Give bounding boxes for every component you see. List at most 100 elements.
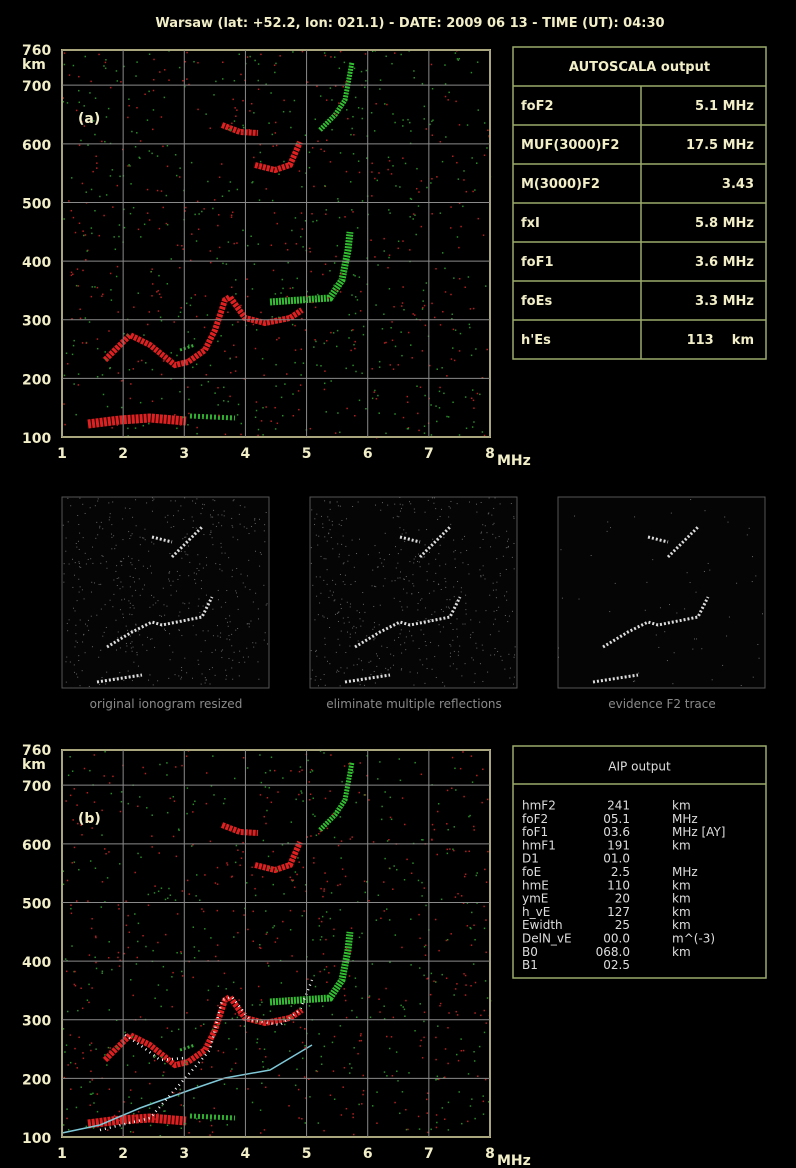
noise-dot [397, 577, 399, 579]
noise-dot [111, 524, 113, 526]
noise-dot [91, 286, 94, 288]
noise-dot [301, 50, 304, 53]
y-tick-label: 760 [22, 43, 51, 59]
noise-dot [327, 297, 330, 299]
noise-dot [407, 427, 410, 429]
noise-dot [337, 844, 340, 847]
noise-dot [514, 654, 516, 656]
noise-dot [172, 580, 174, 582]
noise-dot [356, 299, 359, 301]
noise-dot [442, 610, 444, 612]
noise-dot [668, 604, 670, 606]
noise-dot [590, 554, 592, 556]
noise-dot [132, 604, 134, 606]
noise-dot [104, 750, 106, 753]
noise-dot [441, 367, 443, 369]
noise-dot [111, 548, 113, 550]
noise-dot [153, 498, 155, 500]
noise-dot [339, 431, 341, 434]
noise-dot [381, 805, 383, 808]
noise-dot [690, 499, 692, 501]
noise-dot [346, 667, 348, 669]
noise-dot [82, 230, 84, 232]
noise-dot [458, 278, 461, 280]
noise-dot [105, 626, 107, 628]
noise-dot [473, 825, 475, 828]
noise-dot [158, 852, 160, 854]
noise-dot [400, 669, 402, 671]
noise-dot [180, 952, 183, 955]
noise-dot [226, 1124, 229, 1126]
noise-dot [259, 943, 261, 946]
noise-dot [178, 615, 180, 617]
noise-dot [92, 562, 94, 564]
noise-dot [113, 236, 115, 238]
noise-dot [142, 537, 144, 539]
noise-dot [220, 606, 222, 608]
noise-dot [421, 895, 423, 897]
noise-dot [166, 521, 168, 523]
noise-dot [104, 604, 106, 606]
noise-dot [258, 518, 260, 520]
noise-dot [494, 654, 496, 656]
noise-dot [106, 1064, 108, 1066]
noise-dot [561, 597, 563, 599]
noise-dot [143, 223, 146, 226]
noise-dot [180, 1127, 183, 1129]
noise-dot [209, 1134, 211, 1136]
noise-dot [108, 1009, 111, 1011]
noise-dot [381, 328, 384, 330]
noise-dot [303, 910, 305, 912]
noise-dot [318, 535, 320, 537]
noise-dot [401, 302, 404, 304]
noise-dot [120, 380, 123, 382]
noise-dot [323, 558, 325, 560]
noise-dot [473, 924, 475, 927]
noise-dot [465, 427, 468, 430]
noise-dot [183, 518, 185, 520]
noise-dot [246, 527, 248, 529]
noise-dot [470, 619, 472, 621]
noise-dot [658, 646, 660, 648]
noise-dot [423, 1036, 425, 1039]
noise-dot [90, 558, 92, 560]
noise-dot [307, 978, 309, 980]
noise-dot [426, 1112, 429, 1114]
noise-dot [203, 208, 205, 210]
noise-dot [75, 633, 77, 635]
noise-dot [350, 583, 352, 585]
noise-dot [431, 87, 434, 90]
noise-dot [458, 246, 460, 249]
noise-dot [445, 939, 448, 942]
noise-dot [151, 152, 153, 155]
noise-dot [425, 282, 428, 284]
noise-dot [74, 646, 76, 648]
noise-dot [352, 1113, 354, 1115]
noise-dot [225, 601, 227, 603]
noise-dot [218, 176, 221, 178]
noise-dot [243, 1025, 246, 1027]
noise-dot [165, 222, 168, 225]
noise-dot [467, 1120, 469, 1123]
noise-dot [342, 563, 344, 565]
noise-dot [252, 940, 254, 943]
noise-dot [330, 537, 332, 539]
noise-dot [358, 936, 361, 939]
noise-dot [473, 829, 475, 831]
noise-dot [424, 324, 427, 327]
noise-dot [333, 600, 335, 602]
noise-dot [186, 812, 188, 815]
noise-dot [132, 206, 135, 209]
noise-dot [320, 148, 322, 151]
noise-dot [333, 295, 336, 297]
noise-dot [436, 810, 439, 813]
y-unit: km [22, 57, 46, 73]
noise-dot [210, 937, 212, 939]
noise-dot [196, 432, 198, 435]
noise-dot [316, 85, 318, 88]
noise-dot [232, 500, 234, 502]
noise-dot [133, 1112, 135, 1115]
noise-dot [362, 592, 364, 594]
noise-dot [433, 502, 435, 504]
noise-dot [431, 134, 434, 136]
